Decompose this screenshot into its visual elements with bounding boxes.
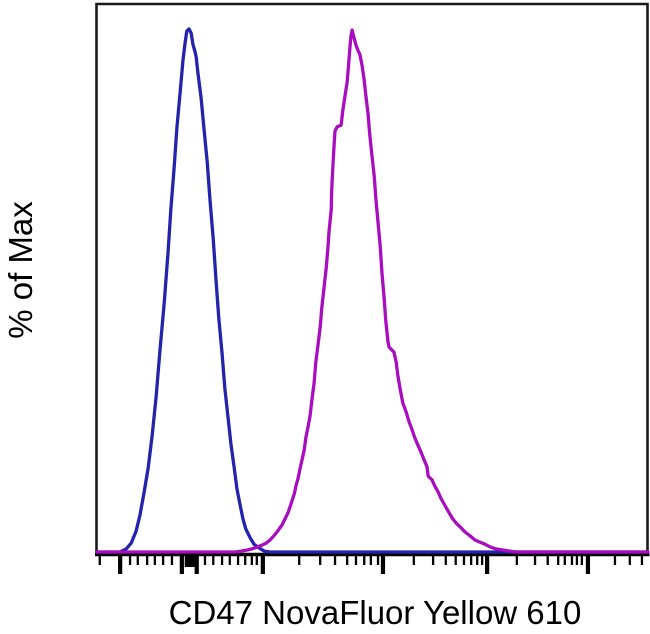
histogram-trace-cd47-novafluor-yellow-610-stained bbox=[95, 28, 650, 554]
x-axis-label: CD47 NovaFluor Yellow 610 bbox=[168, 594, 582, 631]
plot-frame bbox=[95, 2, 649, 555]
y-axis-label: % of Max bbox=[2, 201, 39, 339]
histogram-trace-control-unstained bbox=[95, 27, 650, 554]
